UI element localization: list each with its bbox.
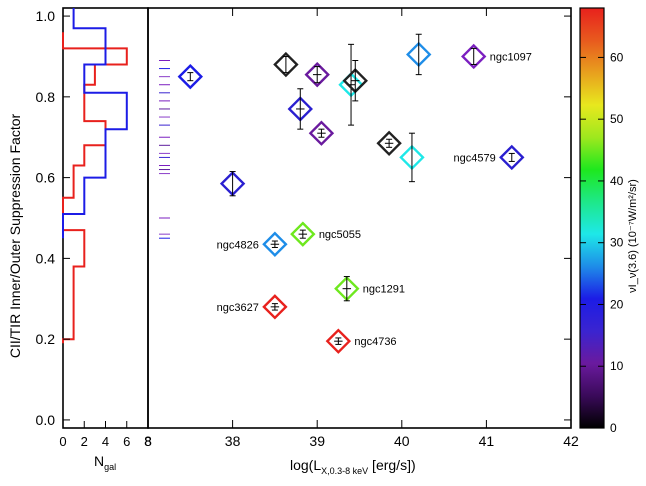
- data-point: ngc1291: [336, 277, 405, 301]
- colorbar-tick-label: 50: [610, 112, 624, 126]
- data-point-label: ngc4579: [454, 152, 496, 164]
- histogram-x-label: Ngal: [94, 453, 116, 472]
- data-point-label: ngc4826: [217, 239, 259, 251]
- data-point: [179, 66, 201, 88]
- data-point: [306, 64, 328, 86]
- data-point: [275, 54, 297, 76]
- scatter-x-ticks: 8 38 39 40 41 42: [144, 8, 579, 449]
- histogram-x-tick-label: 0: [59, 434, 66, 449]
- data-point: ngc4736: [327, 330, 396, 352]
- y-tick-label: 0.6: [36, 170, 56, 186]
- colorbar-tick-label: 0: [610, 421, 617, 435]
- y-tick-label: 0.8: [36, 89, 56, 105]
- data-point: ngc4826: [217, 233, 286, 255]
- data-point: [378, 132, 400, 154]
- colorbar: 0 10 20 30 40 50 60 νI_ν(3.6) (10⁻⁷W/m²/sr): [580, 8, 639, 435]
- data-point: [344, 61, 366, 101]
- y-tick-label: 0.0: [36, 412, 56, 428]
- y-axis-label: CII/TIR Inner/Outer Suppression Factor: [7, 114, 23, 359]
- data-point: [408, 34, 430, 74]
- data-point: [289, 89, 311, 129]
- data-point: [310, 122, 332, 144]
- y-tick-label: 0.4: [36, 250, 56, 266]
- data-point-label: ngc3627: [217, 302, 259, 314]
- colorbar-tick-label: 40: [610, 174, 624, 188]
- histogram-series-1: [63, 8, 127, 238]
- histogram-x-tick-label: 2: [81, 434, 88, 449]
- data-point-label: ngc4736: [354, 336, 396, 348]
- y-tick-label: 0.2: [36, 331, 56, 347]
- data-point: [222, 172, 244, 196]
- histogram-frame: [63, 8, 148, 428]
- histogram-y-ticks: [63, 16, 70, 420]
- data-point: [340, 44, 362, 125]
- data-point: ngc3627: [217, 296, 286, 318]
- data-point: ngc4579: [454, 146, 523, 168]
- upper-limit-markers: [159, 61, 170, 239]
- scatter-x-tick-label: 40: [394, 433, 410, 449]
- data-point-label: ngc5055: [319, 229, 361, 241]
- y-tick-label: 1.0: [36, 8, 56, 24]
- data-point: ngc5055: [292, 223, 361, 245]
- data-point: ngc1097: [463, 45, 532, 67]
- data-point: [401, 133, 423, 181]
- y-tick-labels: 0.0 0.2 0.4 0.6 0.8 1.0: [36, 8, 56, 428]
- histogram-x-tick-label: 4: [102, 434, 109, 449]
- data-point-label: ngc1097: [490, 51, 532, 63]
- scatter-frame: [148, 8, 571, 428]
- histogram-series-0: [63, 32, 127, 343]
- scatter-x-tick-label: 39: [309, 433, 325, 449]
- histogram-steps: [63, 8, 127, 343]
- histogram-x-tick-label: 6: [123, 434, 130, 449]
- scatter-x-label: log(LX,0.3-8 keV [erg/s]): [290, 457, 416, 476]
- scatter-x-tick-label: 38: [225, 433, 241, 449]
- colorbar-tick-label: 30: [610, 236, 624, 250]
- colorbar-label: νI_ν(3.6) (10⁻⁷W/m²/sr): [627, 179, 639, 293]
- scatter-x-tick-label: 42: [563, 433, 579, 449]
- scatter-x-tick-label: 41: [479, 433, 495, 449]
- data-point-label: ngc1291: [363, 284, 405, 296]
- colorbar-tick-label: 60: [610, 50, 624, 64]
- scatter-points: ngc4826 ngc3627 ngc5055 ngc4736 ngc1291 ngc10…: [179, 34, 532, 352]
- colorbar-tick-label: 20: [610, 297, 624, 311]
- colorbar-gradient: [580, 8, 604, 428]
- colorbar-tick-label: 10: [610, 359, 624, 373]
- scatter-x-tick-label: 8: [144, 433, 152, 449]
- scatter-panel: ngc4826 ngc3627 ngc5055 ngc4736 ngc1291 ngc10…: [144, 8, 579, 476]
